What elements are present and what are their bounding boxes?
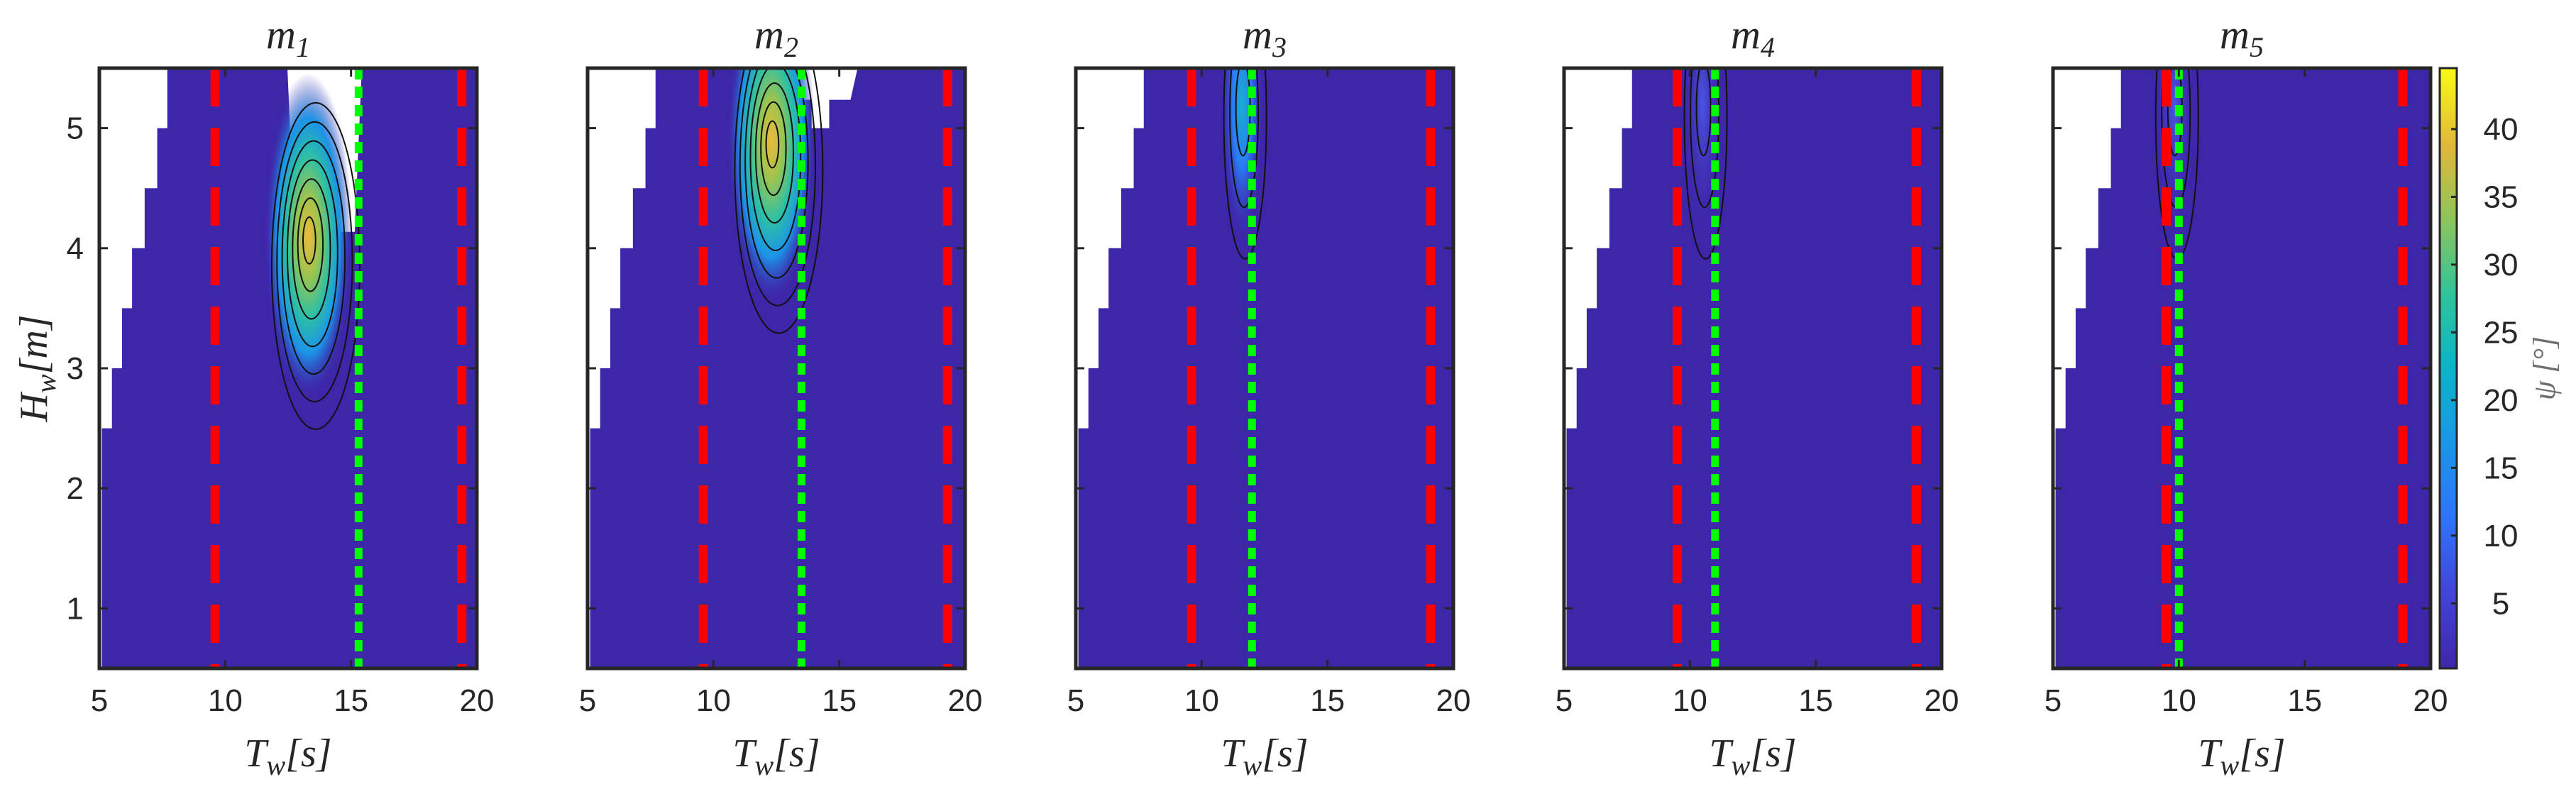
y-tick-label: 2 (67, 471, 84, 506)
x-tick-label: 5 (2044, 683, 2062, 718)
x-axis-label: Tw[s] (244, 732, 331, 781)
colorbar-label-group: ψ [°] (2527, 336, 2562, 400)
x-tick-label: 20 (460, 683, 495, 718)
contour-line (1223, 68, 1267, 260)
contour-fill (2055, 68, 2431, 668)
x-tick-label: 10 (208, 683, 243, 718)
x-tick-label: 20 (948, 683, 983, 718)
y-axis-label: Hw[m] (12, 314, 62, 422)
y-axis-label-group: Hw[m] (12, 314, 62, 422)
panel-title: m3 (1243, 11, 1287, 63)
colorbar-tick-label: 20 (2484, 383, 2519, 418)
contour-line (1229, 68, 1260, 209)
colorbar-tick-label: 35 (2484, 180, 2519, 214)
colorbar-frame (2438, 67, 2458, 670)
contour-fill (590, 68, 965, 668)
colorbar-tick-label: 10 (2484, 519, 2519, 553)
panel-4: 5 10 15 20 m4 Tw[s] (1556, 11, 1959, 781)
x-tick-label: 20 (2413, 683, 2448, 718)
contour-fill (1566, 68, 1942, 668)
x-axis-label: Tw[s] (732, 732, 820, 781)
contour-line (739, 68, 817, 307)
panel-title: m5 (2220, 11, 2264, 63)
contour-line (286, 159, 338, 348)
colorbar-tick-label: 5 (2492, 586, 2509, 621)
colorbar-tick-label: 15 (2484, 451, 2519, 485)
x-tick-label: 15 (1798, 683, 1833, 718)
colorbar-gradient (2440, 68, 2457, 668)
x-tick-label: 5 (1067, 683, 1084, 718)
contour-line (744, 68, 809, 279)
panel-3: 5 10 15 20 m3 Tw[s] (1067, 11, 1471, 781)
panel-title: m1 (266, 11, 310, 63)
contour-line (281, 140, 346, 375)
y-tick-label: 4 (67, 231, 84, 266)
plot-area (1076, 68, 1453, 668)
x-axis-label: Tw[s] (2198, 732, 2285, 781)
x-tick-label: 5 (1556, 683, 1573, 718)
psi-hotspot (727, 68, 815, 304)
y-tick-label: 5 (67, 111, 84, 146)
plot-area (99, 68, 477, 668)
x-tick-label: 5 (91, 683, 108, 718)
plot-area (588, 68, 965, 668)
x-tick-label: 10 (1184, 683, 1219, 718)
colorbar-tick-label: 25 (2484, 315, 2519, 350)
x-tick-label: 20 (1436, 683, 1471, 718)
x-axis-label: Tw[s] (1221, 732, 1308, 781)
x-tick-label: 10 (2162, 683, 2196, 718)
x-tick-label: 10 (696, 683, 731, 718)
colorbar-tick-label: 30 (2484, 248, 2519, 282)
contour-line (292, 178, 331, 320)
x-tick-label: 15 (334, 683, 368, 718)
x-tick-label: 15 (2287, 683, 2322, 718)
x-axis-label: Tw[s] (1709, 732, 1796, 781)
colorbar-tick-label: 40 (2484, 112, 2519, 147)
contour-line (1695, 68, 1712, 157)
plot-area (1564, 68, 1942, 668)
x-tick-label: 20 (1925, 683, 1959, 718)
contour-line (302, 216, 317, 265)
contour-line (749, 68, 802, 251)
contour-line (276, 121, 353, 403)
contour-line (297, 197, 324, 292)
plot-area (2053, 68, 2431, 668)
panel-5: 5 10 15 20 m5 Tw[s] (2044, 11, 2448, 781)
x-tick-label: 5 (579, 683, 596, 718)
panel-2: 5 10 15 20 m2 Tw[s] (579, 11, 983, 781)
contour-line (760, 101, 787, 197)
colorbar-label: ψ [°] (2527, 336, 2562, 400)
x-tick-label: 15 (822, 683, 857, 718)
panel-title: m4 (1731, 11, 1775, 63)
contour-line (734, 68, 824, 334)
x-tick-label: 15 (1310, 683, 1345, 718)
x-tick-label: 10 (1673, 683, 1707, 718)
y-tick-label: 1 (67, 591, 84, 626)
contour-line (754, 82, 794, 224)
panel-1: 5 10 15 20 1 2 3 4 5 m1 Tw[s] Hw[m] (12, 11, 494, 781)
contour-line (765, 120, 780, 169)
contour-fill (1078, 68, 1453, 668)
contour-line (270, 101, 360, 430)
y-tick-label: 3 (67, 351, 84, 386)
contour-line (1683, 68, 1728, 260)
panel-title: m2 (754, 11, 798, 63)
